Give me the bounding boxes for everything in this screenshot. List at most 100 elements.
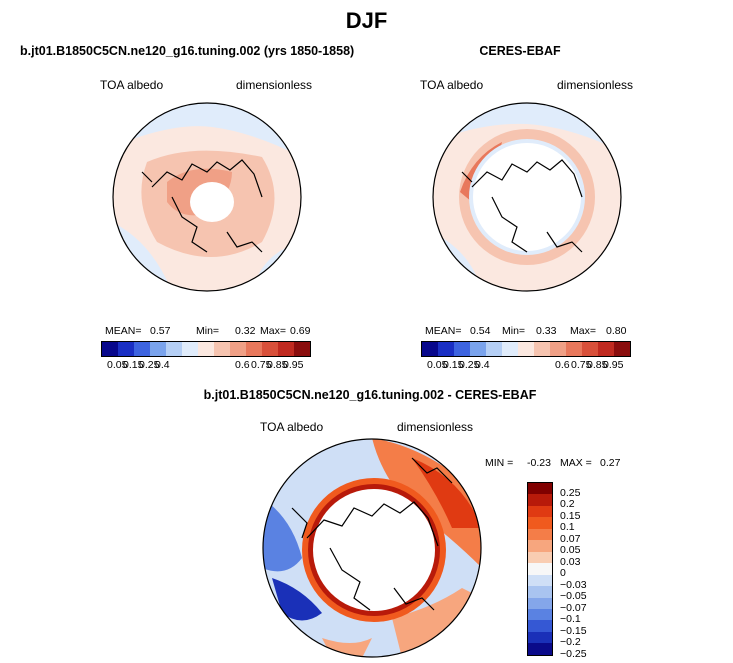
colorbar-tick-label: 0.2 xyxy=(560,498,575,511)
panel-1-min-label: Min= xyxy=(196,325,220,337)
colorbar-tick-label: 0.75 xyxy=(571,359,592,371)
colorbar-tick-label: 0.25 xyxy=(139,359,160,371)
panel-3-polar-map xyxy=(262,438,482,658)
colorbar-tick-label: 0.05 xyxy=(107,359,128,371)
colorbar-tick-label: −0.2 xyxy=(560,636,581,649)
panel-2-variable: TOA albedo xyxy=(420,78,484,92)
colorbar-swatch xyxy=(470,342,486,356)
colorbar-tick-label: 0.95 xyxy=(283,359,304,371)
panel-1-mean-label: MEAN= xyxy=(105,325,142,337)
colorbar-tick-label: 0.25 xyxy=(560,487,581,499)
panel-2-polar-map xyxy=(432,102,622,292)
colorbar-tick-label: 0.6 xyxy=(555,359,570,371)
colorbar-swatch xyxy=(534,342,550,356)
colorbar-swatch xyxy=(528,494,552,506)
colorbar-tick-label: 0.6 xyxy=(235,359,250,371)
colorbar-tick-label: 0.95 xyxy=(603,359,624,371)
panel-1-polar-map xyxy=(112,102,302,292)
colorbar-swatch xyxy=(150,342,166,356)
panel-1-title: b.jt01.B1850C5CN.ne120_g16.tuning.002 (y… xyxy=(20,44,355,58)
colorbar-swatch xyxy=(166,342,182,356)
colorbar-swatch xyxy=(528,563,552,575)
colorbar-swatch xyxy=(528,631,552,644)
colorbar-tick-label: 0.25 xyxy=(459,359,480,371)
panel-2-max-label: Max= xyxy=(570,325,596,337)
colorbar-tick-label: 0.05 xyxy=(427,359,448,371)
colorbar-tick-label: 0.15 xyxy=(443,359,464,371)
colorbar-swatch xyxy=(598,342,614,356)
panel-3-min-label: MIN = xyxy=(485,457,514,469)
panel-1-colorbar xyxy=(101,341,311,357)
colorbar-tick-label: 0.4 xyxy=(475,359,490,371)
colorbar-swatch xyxy=(134,342,150,356)
panel-2-max: 0.80 xyxy=(606,325,627,337)
panel-1-min: 0.32 xyxy=(235,325,256,337)
colorbar-swatch xyxy=(566,342,582,356)
colorbar-tick-label: −0.1 xyxy=(560,613,581,626)
colorbar-swatch xyxy=(528,528,552,541)
panel-3-max: 0.27 xyxy=(600,457,621,469)
colorbar-tick-label: 0.75 xyxy=(251,359,272,371)
colorbar-swatch xyxy=(528,608,552,621)
panel-2-mean: 0.54 xyxy=(470,325,491,337)
panel-2-min: 0.33 xyxy=(536,325,557,337)
colorbar-tick-label: −0.05 xyxy=(560,590,587,603)
panel-1-max-label: Max= xyxy=(260,325,286,337)
panel-3-units: dimensionless xyxy=(397,420,474,434)
colorbar-swatch xyxy=(278,342,294,356)
panel-2-title: CERES-EBAF xyxy=(479,44,561,58)
panel-2-units: dimensionless xyxy=(557,78,634,92)
panel-3-colorbar xyxy=(527,482,553,656)
panel-1-units: dimensionless xyxy=(236,78,313,92)
colorbar-swatch xyxy=(422,342,438,356)
colorbar-swatch xyxy=(582,342,598,356)
panel-3-max-label: MAX = xyxy=(560,457,592,469)
colorbar-swatch xyxy=(246,342,262,356)
colorbar-tick-label: 0.15 xyxy=(123,359,144,371)
colorbar-swatch xyxy=(528,540,552,552)
colorbar-swatch xyxy=(528,586,552,598)
colorbar-swatch xyxy=(528,620,552,632)
colorbar-tick-label: 0.4 xyxy=(155,359,170,371)
colorbar-swatch xyxy=(528,517,552,529)
colorbar-tick-label: 0.03 xyxy=(560,555,581,568)
colorbar-swatch xyxy=(214,342,230,356)
panel-3-min: -0.23 xyxy=(527,457,551,469)
panel-1-mean: 0.57 xyxy=(150,325,171,337)
colorbar-swatch xyxy=(198,342,214,356)
colorbar-tick-label: 0.85 xyxy=(267,359,288,371)
colorbar-swatch xyxy=(528,551,552,564)
colorbar-swatch xyxy=(528,597,552,609)
panel-1-variable: TOA albedo xyxy=(100,78,164,92)
colorbar-tick-label: −0.07 xyxy=(560,601,587,614)
colorbar-swatch xyxy=(102,342,118,356)
colorbar-swatch xyxy=(454,342,470,356)
colorbar-swatch xyxy=(262,342,278,356)
colorbar-tick-label: 0.05 xyxy=(560,544,581,557)
colorbar-swatch xyxy=(438,342,454,356)
colorbar-swatch xyxy=(528,483,552,495)
colorbar-swatch xyxy=(502,342,518,356)
colorbar-swatch xyxy=(230,342,246,356)
figure-title: DJF xyxy=(345,8,388,33)
colorbar-swatch xyxy=(614,342,630,356)
colorbar-tick-label: 0.85 xyxy=(587,359,608,371)
colorbar-swatch xyxy=(486,342,502,356)
panel-1-max: 0.69 xyxy=(290,325,311,337)
colorbar-swatch xyxy=(182,342,198,356)
colorbar-tick-label: 0.1 xyxy=(560,521,575,534)
colorbar-swatch xyxy=(528,574,552,587)
colorbar-tick-label: 0.07 xyxy=(560,532,581,545)
colorbar-swatch xyxy=(518,342,534,356)
colorbar-swatch xyxy=(294,342,310,356)
panel-2-colorbar xyxy=(421,341,631,357)
panel-3-title: b.jt01.B1850C5CN.ne120_g16.tuning.002 - … xyxy=(203,388,537,402)
colorbar-swatch xyxy=(528,643,552,655)
colorbar-tick-label: 0 xyxy=(560,567,566,580)
colorbar-tick-label: −0.03 xyxy=(560,578,587,591)
colorbar-tick-label: −0.15 xyxy=(560,624,587,637)
colorbar-swatch xyxy=(528,505,552,518)
panel-2-mean-label: MEAN= xyxy=(425,325,462,337)
colorbar-tick-label: −0.25 xyxy=(560,647,587,660)
panel-3-variable: TOA albedo xyxy=(260,420,324,434)
